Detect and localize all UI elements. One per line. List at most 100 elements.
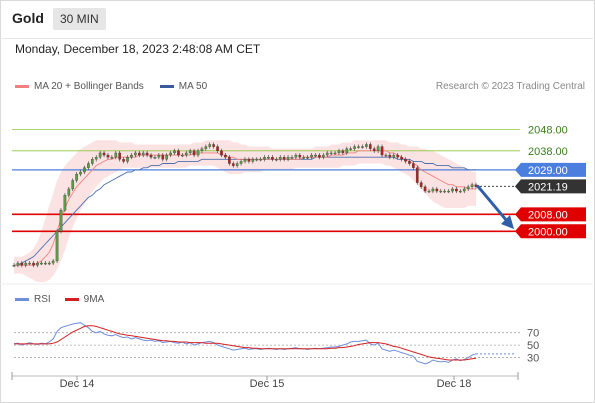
candle-body [243,159,247,162]
candle-body [235,163,239,166]
rsi-line [13,322,477,365]
candle-body [224,154,227,158]
candle-body [40,262,43,265]
price-legend: MA 20 + Bollinger Bands MA 50 [15,81,223,92]
candle-body [427,190,431,193]
candle-body [333,152,337,155]
candle-body [345,148,349,154]
candle-body [24,262,28,266]
candle-body [275,159,278,161]
candle-body [329,152,333,155]
forecast-arrow-head [501,215,514,230]
legend-label-rsi: RSI [34,294,51,305]
candle-body [63,195,67,211]
legend-label-ma50: MA 50 [178,81,208,92]
level-tag-2021.19 [515,179,586,194]
level-label-2000.00: 2000.00 [528,226,568,238]
instrument-title: Gold [12,10,44,26]
candle-body [87,163,90,168]
level-tag-2029.00 [515,162,586,177]
candle-body [192,150,196,156]
candle-body [286,157,290,160]
candle-body [314,154,317,157]
candle-body [83,167,86,173]
legend-item-ma50: MA 50 [159,81,208,92]
candle-body [435,188,439,192]
candle-body [239,161,243,164]
candle-body [372,148,376,151]
candle-body [126,157,129,162]
candles-group [12,142,478,268]
candle-body [114,152,118,158]
candle-body [181,154,184,157]
rsi-legend: RSI 9MA [15,294,118,305]
candle-body [161,154,165,160]
candle-body [247,159,251,162]
level-label-2029.00: 2029.00 [528,165,568,177]
candle-body [177,150,180,156]
legend-item-rsi-ma: 9MA [64,294,105,305]
timeframe-badge[interactable]: 30 MIN [53,8,106,30]
candle-body [310,154,313,158]
candle-body [255,159,259,161]
forecast-arrow-shaft [476,184,509,223]
chart-header: Gold 30 MIN [0,0,593,39]
legend-label-ma20: MA 20 + Bollinger Bands [34,81,144,92]
candle-body [267,157,270,159]
level-label-2038.00: 2038.00 [528,146,568,158]
candle-body [134,152,137,156]
candle-body [396,154,400,158]
candle-body [98,152,102,158]
legend-item-rsi: RSI [15,294,51,305]
candle-body [157,154,161,158]
candle-body [408,161,411,164]
candle-body [365,144,368,147]
rsi-tick-70: 70 [527,328,539,340]
candle-body [278,157,282,160]
legend-swatch-rsi-ma [64,298,79,301]
candle-body [173,150,176,154]
candle-body [419,182,423,187]
legend-swatch-ma20 [15,85,29,88]
bollinger-band-fill [14,140,476,283]
candle-body [165,154,169,160]
candle-body [153,157,157,159]
candle-body [59,209,63,232]
legend-label-rsi-ma: 9MA [83,294,105,305]
candle-body [55,231,59,262]
candle-body [130,154,133,158]
candle-body [392,154,396,158]
candle-body [302,157,306,159]
candle-body [298,154,302,158]
candle-body [44,262,47,265]
candle-body [439,190,443,193]
candle-body [318,154,321,158]
time-tick-label: Dec 18 [437,378,472,390]
candle-body [353,146,356,149]
candle-body [200,148,204,151]
candle-body [102,152,106,156]
candle-body [67,188,71,196]
rsi-tick-30: 30 [527,353,539,365]
candle-body [71,180,75,190]
candle-body [415,167,419,183]
level-label-2008.00: 2008.00 [528,209,568,221]
candle-body [325,152,329,156]
candle-body [271,157,274,160]
candle-body [361,146,364,148]
candle-body [357,146,360,148]
candle-body [228,157,231,164]
candle-body [16,262,20,266]
candle-body [337,150,341,154]
candle-body [36,262,39,266]
candle-body [47,262,51,265]
candle-body [388,154,392,158]
candle-body [90,159,94,164]
chart-datetime: Monday, December 18, 2023 2:48:08 AM CET [15,42,261,56]
candle-body [12,265,16,267]
candle-body [20,262,24,266]
candle-body [290,157,294,159]
candle-body [470,184,474,187]
candle-body [208,144,212,147]
